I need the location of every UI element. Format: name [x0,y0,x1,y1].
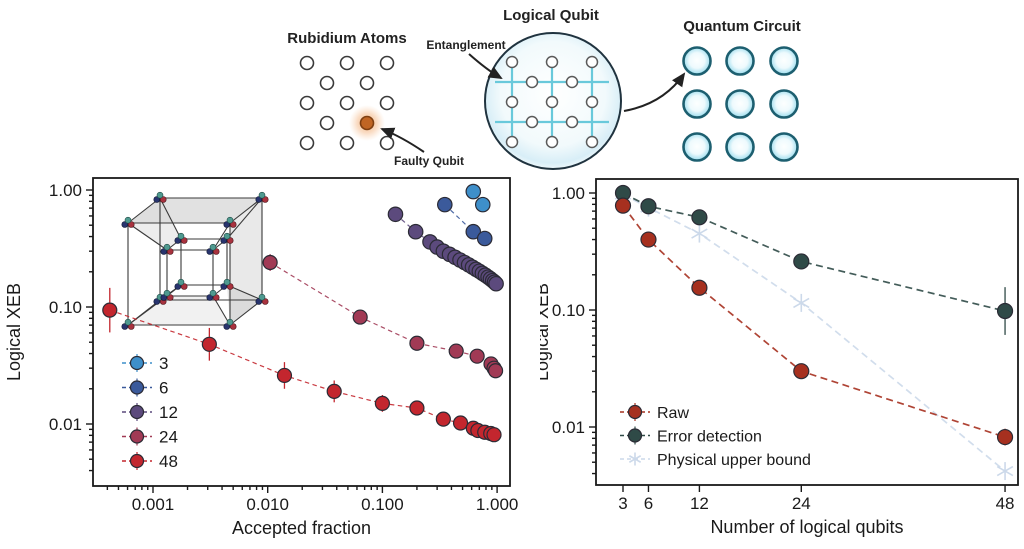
svg-text:0.10: 0.10 [552,301,585,320]
left-chart: 0.001 0.010 0.100 1.000 1.00 0.10 0.01 Accepted… [4,177,518,538]
svg-text:1.00: 1.00 [552,184,585,203]
legend-label: 12 [159,403,178,422]
plot-area: 3 6 12 24 48 1.00 0.10 0.01 Number of logical qu… [540,178,1019,537]
legend-label: 6 [159,379,168,398]
logical-qubit-title: Logical Qubit [503,7,599,24]
series-48 [102,287,502,443]
entanglement-label: Entanglement [426,38,505,52]
quantum-circuit-grid [682,46,799,162]
series-12 [387,206,504,292]
plot-frame [92,177,511,487]
legend-label: 24 [159,428,178,447]
x-axis-label: Accepted fraction [232,518,371,538]
tesseract-inset [121,191,269,330]
legend-label: 48 [159,452,178,471]
svg-text:0.10: 0.10 [49,298,82,317]
right-chart: 3 6 12 24 48 1.00 0.10 0.01 Number of logical qu… [540,178,1019,537]
series-error-detection [614,184,1014,335]
svg-text:48: 48 [996,494,1015,513]
tesseract-vertices [121,191,269,330]
svg-text:0.001: 0.001 [132,495,175,514]
legend: Raw Error detection Physical upper bound [620,403,811,469]
quantum-circuit-title: Quantum Circuit [683,18,801,35]
svg-text:12: 12 [690,494,709,513]
legend-label: Raw [657,405,689,422]
legend-label: 3 [159,354,168,373]
faulty-qubit-label: Faulty Qubit [394,154,464,168]
svg-text:0.010: 0.010 [246,495,289,514]
legend: 3 6 12 24 48 [122,354,178,471]
legend-label: Physical upper bound [657,452,811,469]
plot-area: 0.001 0.010 0.100 1.000 1.00 0.10 0.01 Accepted… [4,177,518,538]
svg-text:1.00: 1.00 [49,181,82,200]
svg-text:3: 3 [618,494,627,513]
logical-qubit-diagram: Logical Qubit Entanglement [426,7,686,170]
tick-labels: 3 6 12 24 48 1.00 0.10 0.01 [552,184,1015,513]
quantum-circuit-diagram: Quantum Circuit [682,18,801,162]
circuit-arrow [623,72,686,112]
svg-text:6: 6 [644,494,653,513]
rubidium-atoms-diagram: Rubidium Atoms Faulty Qubit [287,30,464,168]
series-raw [614,197,1014,446]
faulty-qubit-arrow [380,127,425,153]
tick-labels: 0.001 0.010 0.100 1.000 1.00 0.10 0.01 [49,181,518,514]
svg-text:0.100: 0.100 [361,495,404,514]
series-3 [465,183,491,213]
legend-label: Error detection [657,429,762,446]
header-diagram: Rubidium Atoms Faulty Qubit Logical Qubi… [287,7,801,170]
svg-text:0.01: 0.01 [552,418,585,437]
svg-text:1.000: 1.000 [476,495,519,514]
plot-frame [595,178,1019,486]
logical-qubit-lattice [505,55,599,149]
faulty-qubit-atom [359,115,375,131]
series-24 [262,254,504,379]
entanglement-arrow [468,53,503,79]
svg-text:24: 24 [792,494,811,513]
x-axis-label: Number of logical qubits [710,517,903,537]
svg-text:0.01: 0.01 [49,415,82,434]
y-axis-label: Logical XEB [4,283,24,381]
y-axis-label: Logical XEB [540,283,552,381]
rubidium-title: Rubidium Atoms [287,30,406,47]
series-6 [437,196,493,247]
